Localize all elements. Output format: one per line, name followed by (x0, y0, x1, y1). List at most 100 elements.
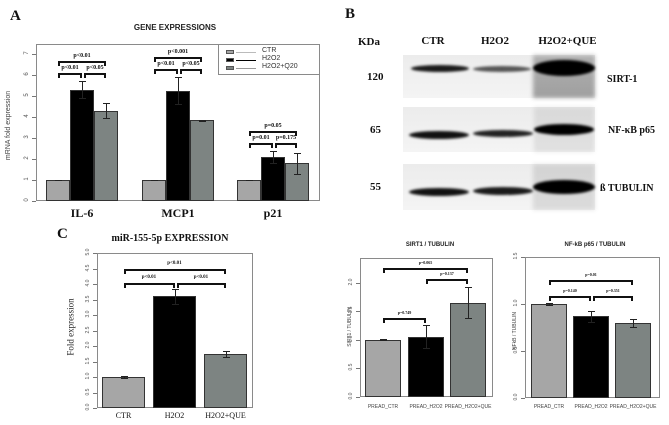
error-bar (174, 288, 176, 305)
blot-sirt1 (403, 55, 595, 98)
error-bar (297, 152, 298, 174)
significance-bracket (123, 269, 226, 274)
p-value-label: p=0.351 (606, 288, 620, 293)
x-category-label: PREAD_CTR (533, 404, 565, 410)
lane-label-h2o2-que: H2O2+QUE (538, 35, 597, 47)
y-tick (356, 368, 360, 370)
kda-120: 120 (367, 71, 384, 83)
error-cap (546, 303, 553, 305)
p-value-label: p=0.175 (275, 134, 297, 141)
sirt1-tubulin-title: SIRT1 / TUBULIN (405, 242, 455, 248)
y-tick (93, 315, 97, 316)
y-tick (93, 392, 97, 394)
y-tick-label: 1.5 (513, 252, 519, 260)
bar (102, 377, 145, 408)
error-bar (225, 350, 227, 357)
error-cap (380, 340, 387, 342)
y-tick-label: 0.5 (513, 346, 519, 354)
x-category-label: IL-6 (70, 206, 94, 220)
error-cap (465, 287, 472, 289)
p-value-label: p<0.01 (157, 61, 175, 68)
blot-nfkb-p65 (403, 107, 595, 152)
kda-55: 55 (370, 181, 381, 193)
significance-bracket (383, 268, 468, 273)
bar (237, 180, 261, 201)
blot-beta-tubulin (403, 164, 595, 210)
y-tick (521, 398, 525, 399)
panel-b-label: B (345, 6, 356, 22)
error-cap (423, 325, 430, 327)
p-value-label: p<0.001 (167, 49, 189, 56)
y-tick-label: 0.5 (85, 388, 91, 395)
error-bar (178, 77, 179, 105)
y-tick (93, 330, 97, 332)
protein-label-nfkb: NF-κB p65 (608, 125, 655, 136)
error-cap (55, 179, 62, 181)
error-cap (79, 98, 86, 100)
error-bar (633, 319, 634, 327)
error-cap (222, 356, 230, 358)
panel-c-label: C (57, 226, 68, 242)
y-tick (32, 117, 36, 118)
y-tick-label: 2.0 (348, 278, 354, 286)
significance-bracket (593, 296, 633, 301)
y-tick-label: 0.0 (85, 403, 91, 411)
y-tick-label: 0.5 (348, 363, 354, 371)
x-category-label: PREAD_H2O2+QUE (444, 404, 492, 410)
legend-line (236, 60, 256, 61)
error-bar (82, 81, 83, 99)
error-bar (591, 310, 592, 322)
error-cap (270, 150, 277, 152)
x-category-label: PREAD_CTR (367, 404, 399, 410)
x-category-label: PREAD_H2O2+QUE (609, 404, 657, 410)
error-cap (588, 310, 595, 312)
bar (531, 304, 567, 398)
y-tick-label: 3 (24, 135, 30, 139)
y-tick-label: 5.0 (85, 248, 91, 256)
error-cap (630, 319, 637, 321)
legend-line (236, 68, 256, 69)
error-cap (380, 339, 387, 341)
bar (190, 120, 214, 201)
y-tick (93, 284, 97, 285)
error-cap (246, 179, 253, 181)
p-value-label: p<0.01 (141, 275, 157, 280)
protein-label-sirt1: SIRT-1 (607, 74, 638, 85)
y-tick-label: 4 (24, 114, 30, 118)
y-tick-label: 2.0 (85, 341, 91, 349)
significance-bracket (84, 73, 106, 79)
error-cap (588, 321, 595, 323)
y-tick-label: 3.5 (85, 295, 91, 302)
x-category-label: p21 (263, 206, 283, 220)
y-tick-label: 1.5 (85, 357, 91, 364)
y-tick (32, 75, 36, 76)
error-cap (199, 120, 206, 122)
x-category-label: H2O2+QUE (205, 411, 246, 420)
lane-label-h2o2: H2O2 (480, 35, 510, 47)
y-tick-label: 1.0 (85, 372, 91, 380)
significance-bracket (383, 318, 426, 323)
p-value-label: p=0.137 (440, 271, 454, 276)
error-cap (465, 318, 472, 320)
y-tick (356, 282, 360, 284)
error-cap (171, 288, 179, 290)
significance-bracket (249, 130, 297, 136)
y-tick (93, 408, 97, 409)
significance-bracket (123, 283, 175, 288)
y-tick (93, 299, 97, 301)
legend-label: CTR (262, 47, 277, 54)
legend-swatch (226, 50, 234, 54)
y-tick (32, 96, 36, 97)
y-tick (521, 257, 525, 258)
y-tick-label: 0 (24, 198, 30, 202)
significance-bracket (426, 279, 468, 284)
significance-bracket (154, 69, 178, 75)
error-cap (103, 118, 110, 120)
significance-bracket (58, 61, 106, 67)
p-value-label: p<0.01 (73, 53, 91, 60)
p-value-label: p<0.05 (182, 61, 200, 68)
p-value-label: p<0.01 (193, 275, 209, 280)
y-tick (356, 397, 360, 398)
nfkb-tubulin-title: NF-kB p65 / TUBULIN (564, 242, 626, 248)
error-cap (175, 77, 182, 79)
